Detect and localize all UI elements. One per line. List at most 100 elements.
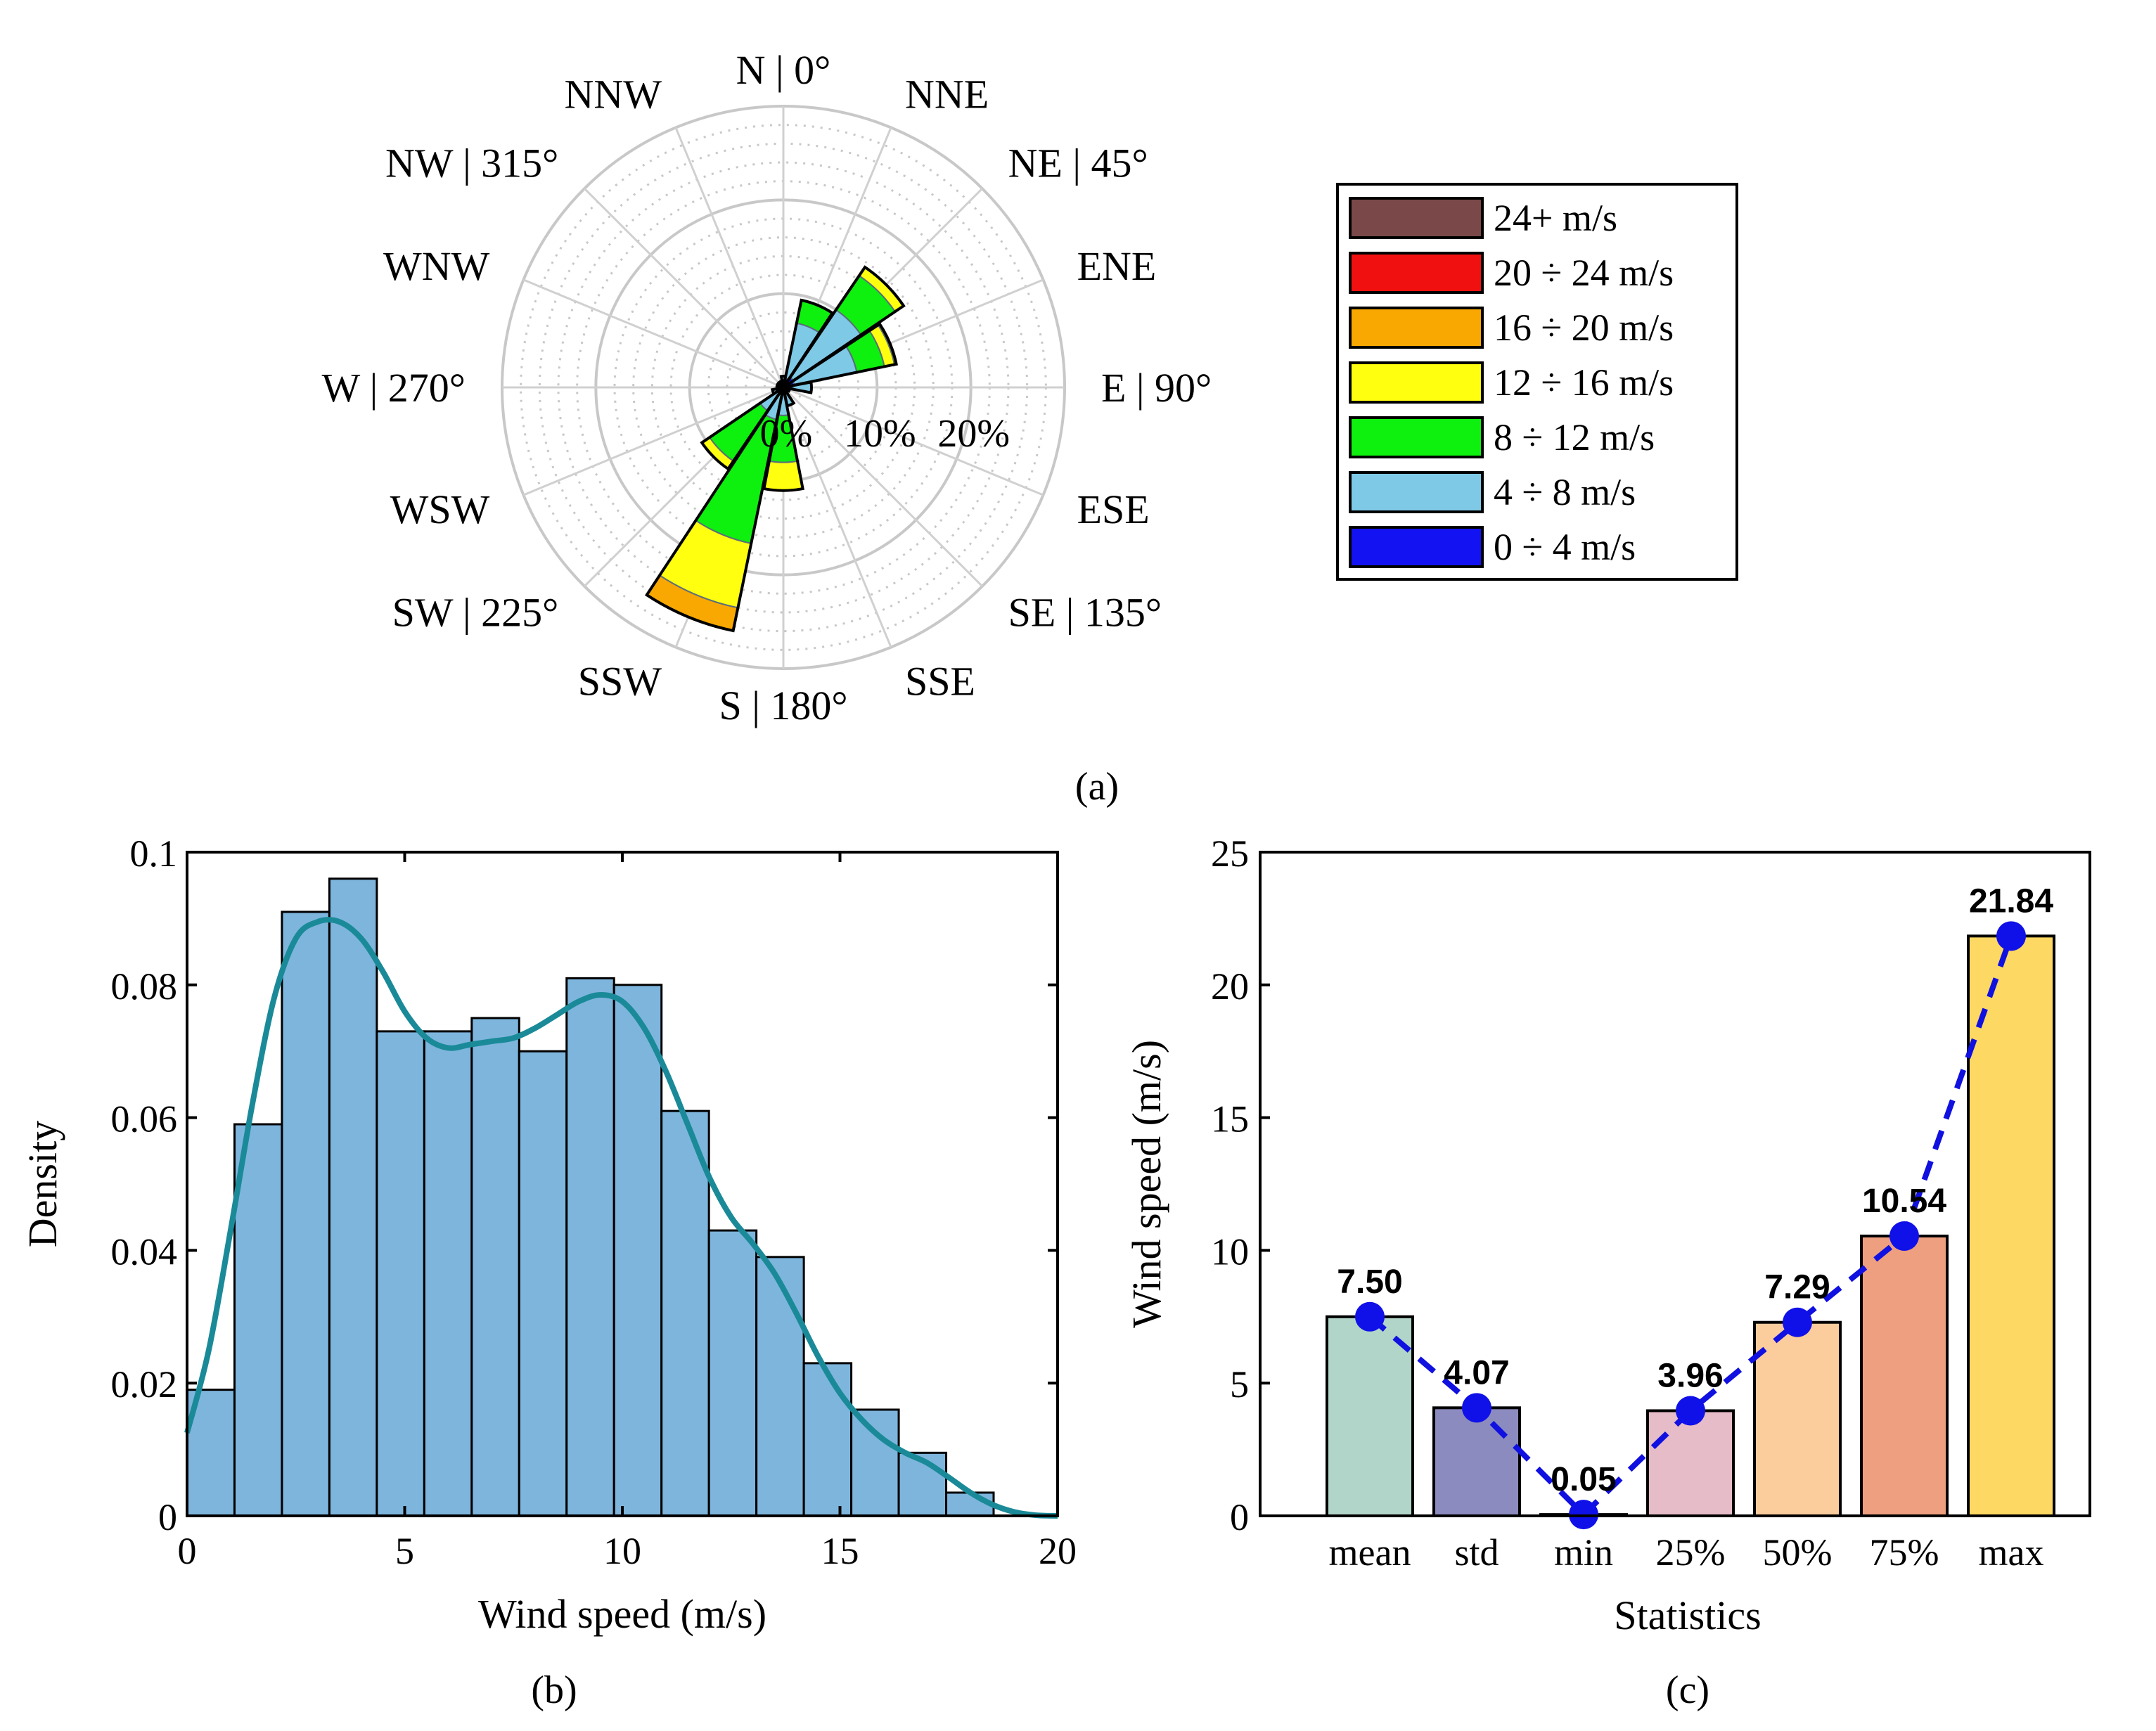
legend-label: 8 ÷ 12 m/s xyxy=(1494,416,1655,458)
y-tick-label: 25 xyxy=(1211,832,1249,875)
wind-rose-radial-labels: 0% 10% 20% xyxy=(760,412,1010,456)
histogram-bar xyxy=(281,910,331,1517)
direction-label: SE | 135° xyxy=(1008,590,1162,636)
direction-label: NNW xyxy=(565,71,662,117)
statistic-marker xyxy=(1676,1396,1705,1426)
y-tick-label: 0 xyxy=(158,1496,177,1538)
histogram-ticks: 0 5 10 15 20 0 0.02 0.04 0.06 0.08 0.1 xyxy=(111,832,1077,1572)
statistic-marker xyxy=(1889,1221,1919,1251)
panel-label-a: (a) xyxy=(1075,765,1119,809)
direction-label: NW | 315° xyxy=(385,140,558,186)
legend-frame xyxy=(1336,183,1738,581)
wind-rose-sector-outline xyxy=(762,387,804,492)
histogram-bar xyxy=(565,977,615,1517)
statistics-bars xyxy=(1326,934,2055,1518)
grid-spoke xyxy=(782,386,983,587)
wind-rose-sector-outline xyxy=(782,265,906,389)
wind-rose-sector-outline xyxy=(700,386,785,471)
radial-tick-label: 10% xyxy=(844,412,916,456)
histogram-bar xyxy=(328,877,378,1517)
legend-label: 16 ÷ 20 m/s xyxy=(1494,307,1674,349)
statistic-bar xyxy=(1646,1409,1735,1518)
legend-label: 4 ÷ 8 m/s xyxy=(1494,471,1636,513)
category-label: mean xyxy=(1329,1531,1411,1574)
direction-label: SSW xyxy=(578,659,662,704)
statistic-value-label: 10.54 xyxy=(1862,1183,1946,1220)
direction-label: WNW xyxy=(383,243,490,289)
wind-rose-panel: N | 0° NNE NE | 45° ENE E | 90° ESE SE | 135° S… xyxy=(321,47,1738,809)
grid-spoke xyxy=(522,278,784,389)
statistic-value-label: 3.96 xyxy=(1657,1357,1723,1394)
direction-label: NE | 45° xyxy=(1008,140,1148,186)
statistic-marker xyxy=(1996,921,2026,951)
histogram-bar xyxy=(518,1050,568,1517)
legend-swatch xyxy=(1349,416,1484,458)
legend-swatch xyxy=(1349,307,1484,349)
x-tick-label: 0 xyxy=(178,1530,197,1572)
direction-label: SW | 225° xyxy=(392,590,559,636)
y-tick-label: 20 xyxy=(1211,965,1249,1008)
histogram-bar xyxy=(470,1017,520,1517)
direction-label: NNE xyxy=(905,71,989,117)
statistics-panel: 7.50 4.07 0.05 3.96 7.29 10.54 21.84 mean std mi… xyxy=(1124,832,2091,1712)
legend-swatch xyxy=(1349,252,1484,294)
direction-label: WSW xyxy=(390,487,490,532)
statistic-value-label: 21.84 xyxy=(1969,882,2053,920)
histogram-bar xyxy=(707,1229,758,1517)
category-label: max xyxy=(1979,1531,2044,1574)
wind-rose-direction-labels: N | 0° NNE NE | 45° ENE E | 90° ESE SE | 135° S… xyxy=(321,47,1212,728)
histogram-bar xyxy=(802,1362,853,1517)
y-tick-label: 0 xyxy=(1230,1496,1249,1538)
legend-label: 12 ÷ 16 m/s xyxy=(1494,361,1674,404)
histogram-bar xyxy=(612,984,663,1517)
histogram-y-axis-label: Density xyxy=(20,1121,65,1247)
histogram-panel: 0 5 10 15 20 0 0.02 0.04 0.06 0.08 0.1 Wind speed … xyxy=(20,832,1077,1712)
wind-rose-legend: 24+ m/s 20 ÷ 24 m/s 16 ÷ 20 m/s 12 ÷ 16 m/s… xyxy=(1336,183,1738,581)
grid-spoke xyxy=(584,188,785,389)
wind-rose-sector-outline xyxy=(782,322,898,389)
statistic-bar xyxy=(1860,1235,1949,1518)
histogram-x-axis-label: Wind speed (m/s) xyxy=(478,1591,766,1637)
legend-swatch xyxy=(1349,361,1484,404)
legend-label: 20 ÷ 24 m/s xyxy=(1494,252,1674,294)
histogram-bar xyxy=(660,1109,710,1517)
kde-curve xyxy=(184,917,1058,1519)
x-tick-label: 10 xyxy=(603,1530,641,1572)
x-tick-label: 15 xyxy=(821,1530,859,1572)
wind-rose-sector-outline xyxy=(783,380,813,394)
statistics-y-axis-label: Wind speed (m/s) xyxy=(1124,1040,1169,1328)
grid-spoke xyxy=(674,127,785,388)
statistic-marker xyxy=(1783,1307,1812,1337)
histogram-bar xyxy=(233,1123,283,1517)
y-tick-label: 0.1 xyxy=(130,832,178,875)
category-label: 50% xyxy=(1763,1531,1833,1574)
statistics-frame xyxy=(1259,851,2091,1517)
histogram-bar xyxy=(376,1030,425,1517)
legend-swatch xyxy=(1349,526,1484,568)
statistic-bar xyxy=(1326,1315,1414,1518)
statistic-marker xyxy=(1355,1301,1385,1332)
panel-label-c: (c) xyxy=(1666,1668,1709,1712)
y-tick-label: 15 xyxy=(1211,1098,1249,1140)
category-label: std xyxy=(1454,1531,1499,1574)
direction-label: ESE xyxy=(1077,487,1150,532)
direction-label: S | 180° xyxy=(719,683,847,728)
wind-rose-sector-outline xyxy=(782,386,792,393)
wind-rose-sector-outline xyxy=(644,386,785,633)
legend-swatch xyxy=(1349,471,1484,513)
x-tick-label: 5 xyxy=(395,1530,414,1572)
statistic-value-label: 0.05 xyxy=(1551,1461,1616,1498)
statistic-bar xyxy=(1753,1320,1842,1517)
statistic-value-label: 4.07 xyxy=(1444,1354,1509,1391)
direction-label: W | 270° xyxy=(321,365,466,411)
statistics-x-axis-label: Statistics xyxy=(1614,1592,1761,1638)
legend-label: 24+ m/s xyxy=(1494,197,1617,239)
x-tick-label: 20 xyxy=(1039,1530,1077,1572)
y-tick-label: 10 xyxy=(1211,1230,1249,1273)
panel-label-b: (b) xyxy=(531,1668,577,1712)
wind-rose-sector-outline xyxy=(778,379,785,389)
grid-spoke xyxy=(782,387,892,648)
category-label: min xyxy=(1554,1531,1613,1574)
histogram-bar xyxy=(755,1256,805,1517)
grid-spoke xyxy=(522,386,784,496)
